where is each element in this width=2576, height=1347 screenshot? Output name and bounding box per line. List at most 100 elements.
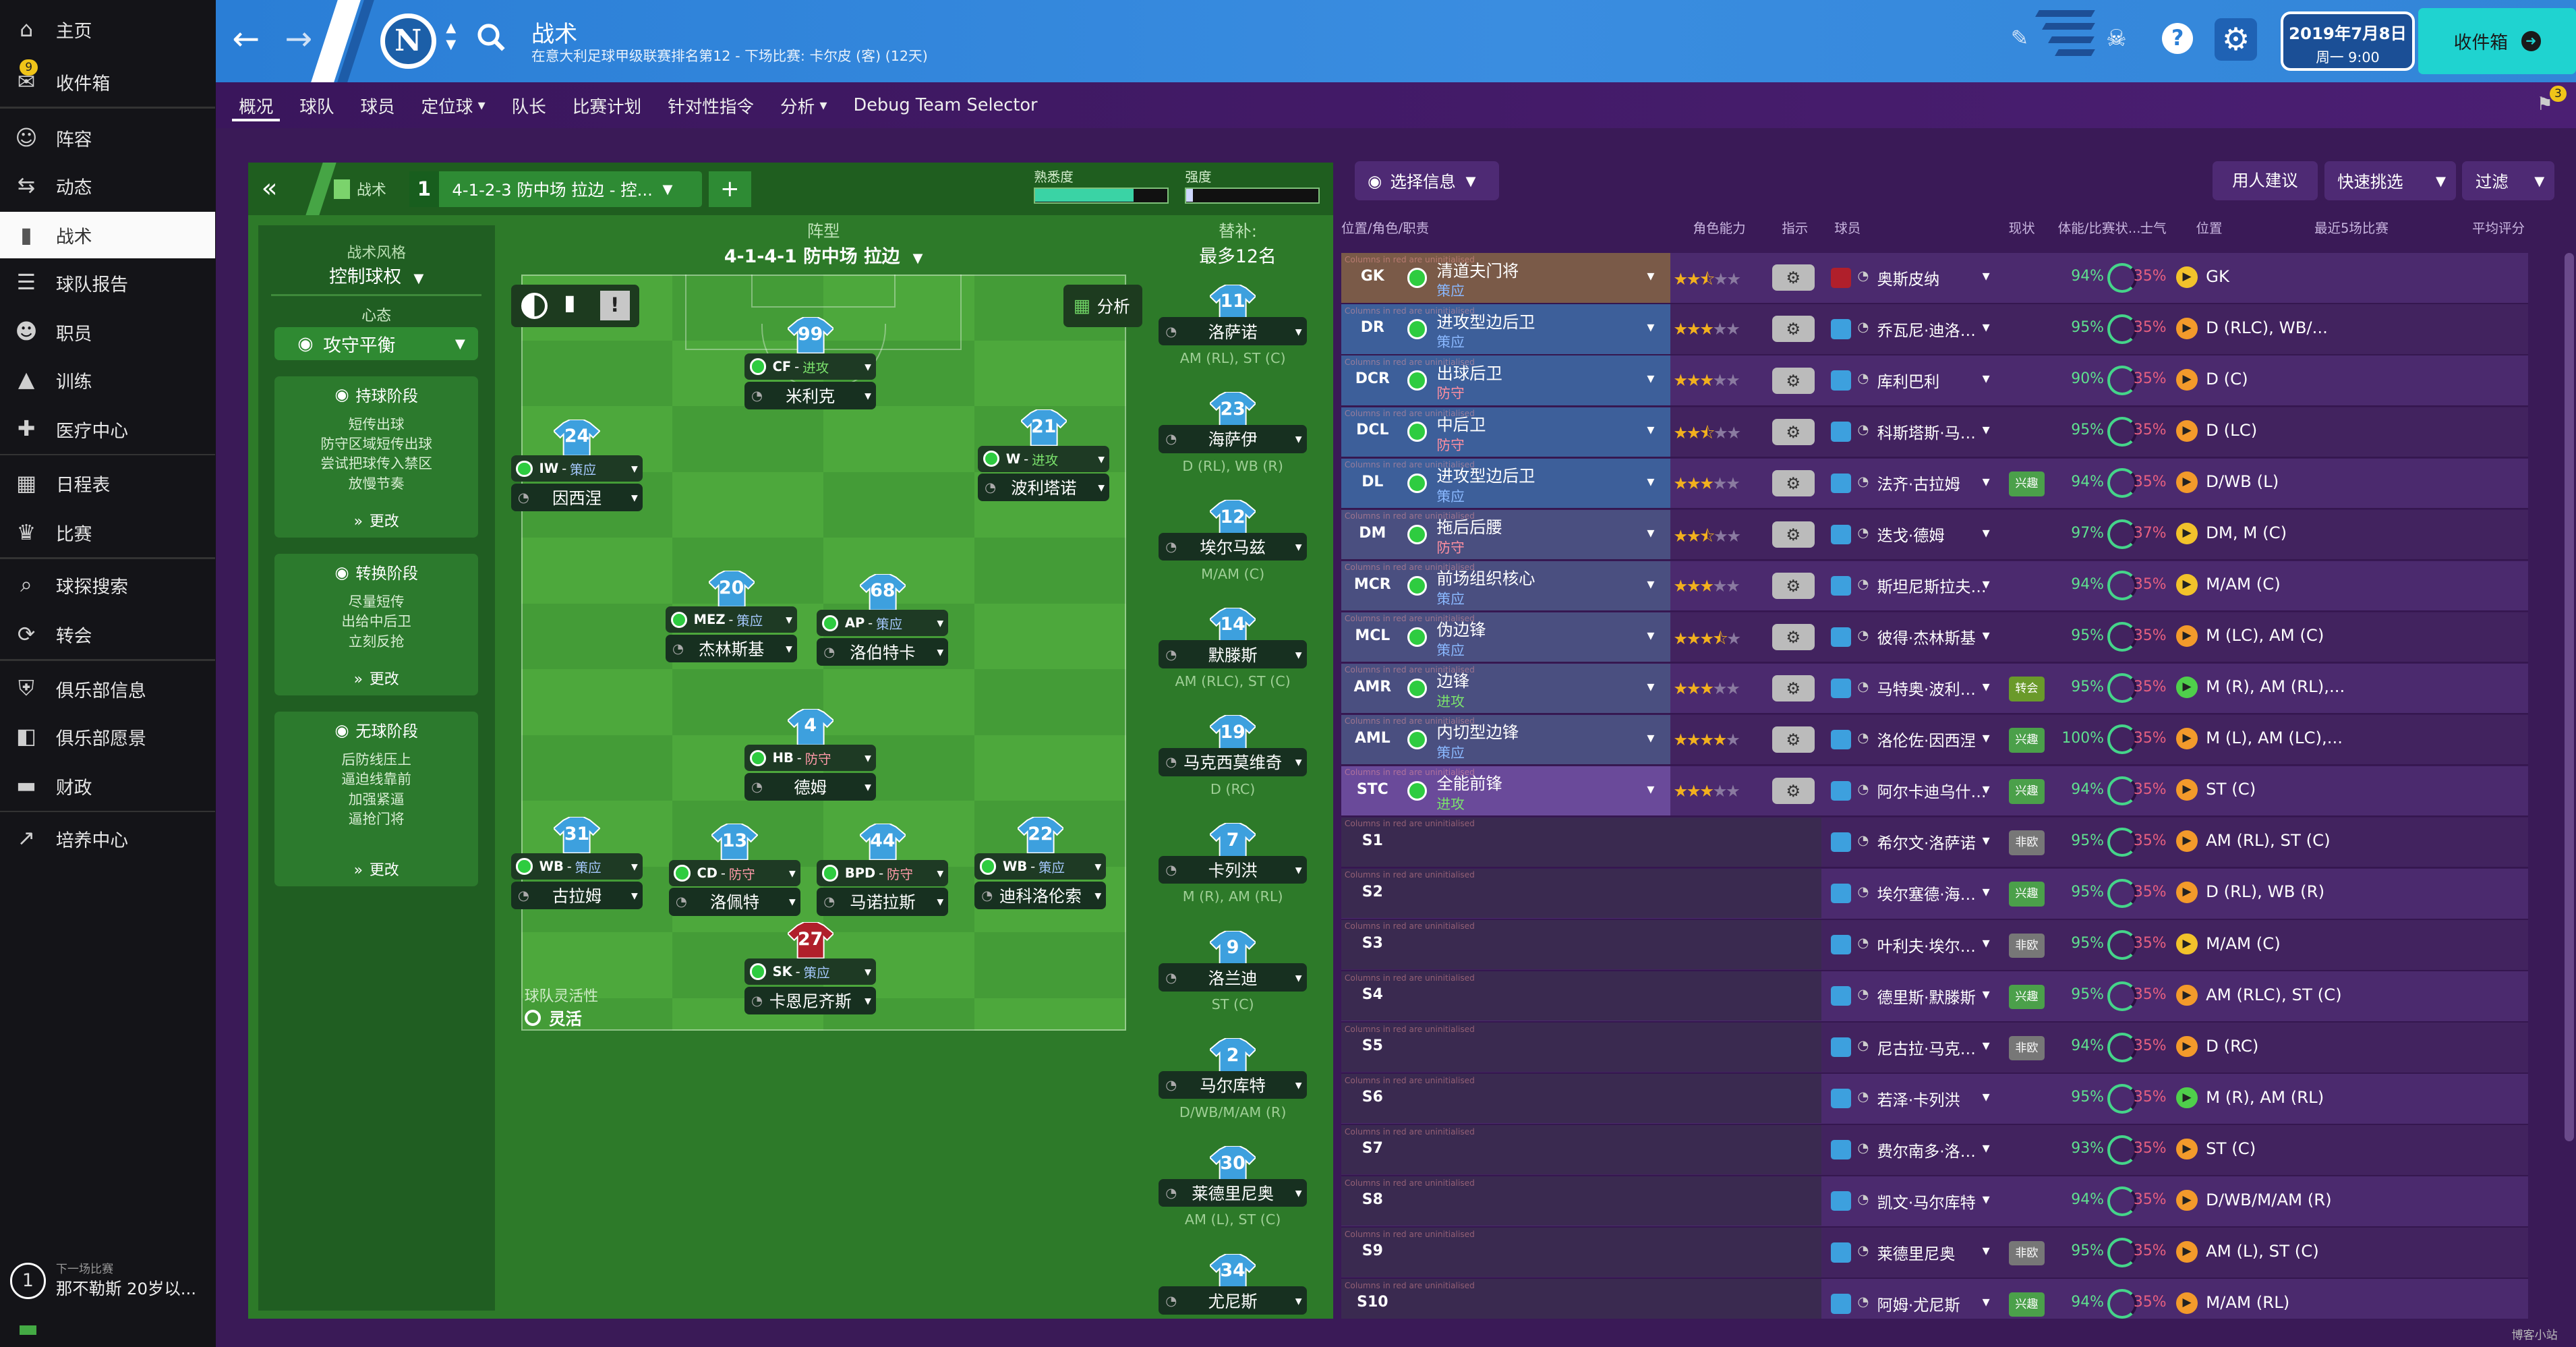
tactic-selector[interactable]: 1 4-1-2-3 防中场 拉边 - 控... ▼ xyxy=(409,171,702,208)
player-name[interactable]: ◔ 洛伯特卡 ▾ xyxy=(817,637,949,666)
tab-2[interactable]: 球员 xyxy=(351,82,405,128)
column-header-0[interactable]: 位置/角色/职责 xyxy=(1341,220,1430,236)
analysis-button[interactable]: ▦ 分析 xyxy=(1063,284,1143,328)
sub-player[interactable]: 11 ◔ 洛萨诺 ▾ AM (RL), ST (C) xyxy=(1159,283,1307,377)
style-dropdown[interactable]: 控制球权 ▼ xyxy=(258,262,495,288)
table-row[interactable]: Columns in red are uninitialised S1 ◔ 希尔文·洛… xyxy=(1341,817,2528,869)
instructions-icon[interactable]: ⚙ xyxy=(1772,675,1815,701)
pitch-player-cf[interactable]: 99 CF - 进攻 ▾ ◔ 米利克 ▾ xyxy=(744,316,877,412)
pitch-player-sk[interactable]: 27 SK - 策应 ▾ ◔ 卡恩尼齐斯 ▾ xyxy=(744,921,877,1017)
instructions-icon[interactable]: ⚙ xyxy=(1772,777,1815,804)
sidebar-item-tactics[interactable]: ▮ 战术 xyxy=(0,212,216,258)
tab-0[interactable]: 概况 xyxy=(229,82,283,128)
sidebar-item-home[interactable]: ⌂ 主页 xyxy=(0,7,215,53)
sub-name[interactable]: ◔ 默滕斯 ▾ xyxy=(1159,640,1307,668)
sub-name[interactable]: ◔ 洛兰迪 ▾ xyxy=(1159,963,1307,992)
position-cell[interactable]: Columns in red are uninitialised STC 全能前锋进… xyxy=(1341,766,1670,815)
tactic-tab[interactable]: 战术 xyxy=(333,173,386,206)
position-cell[interactable]: Columns in red are uninitialised GK 清道夫门将策… xyxy=(1341,253,1670,303)
player-name[interactable]: ◔ 马诺拉斯 ▾ xyxy=(817,888,949,916)
sidebar-item-finance[interactable]: ▬ 财政 xyxy=(0,763,215,809)
table-row[interactable]: Columns in red are uninitialised DL 进攻型边后卫… xyxy=(1341,458,2528,510)
position-cell[interactable]: Columns in red are uninitialised S3 xyxy=(1341,920,1670,970)
role-selector[interactable]: MEZ - 策应 ▾ xyxy=(666,606,798,633)
pitch-player-hb[interactable]: 4 HB - 防守 ▾ ◔ 德姆 ▾ xyxy=(744,708,877,804)
player-name[interactable]: ◔ 因西涅 ▾ xyxy=(511,483,643,512)
column-header-8[interactable]: 最近5场比赛 xyxy=(2314,220,2389,236)
instructions-icon[interactable]: ⚙ xyxy=(1772,367,1815,394)
fluidity-indicator[interactable]: 灵活 xyxy=(524,1006,582,1030)
player-name[interactable]: 叶利夫·埃尔马兹 xyxy=(1877,938,1989,956)
add-tactic-button[interactable]: + xyxy=(708,171,751,208)
player-name[interactable]: 埃尔塞德·海萨伊 xyxy=(1877,886,1989,905)
table-row[interactable]: Columns in red are uninitialised S5 ◔ 尼古拉·马… xyxy=(1341,1023,2528,1074)
table-row[interactable]: Columns in red are uninitialised GK 清道夫门将策… xyxy=(1341,253,2528,304)
sidebar-item-vision[interactable]: ◧ 俱乐部愿景 xyxy=(0,714,215,760)
tab-4[interactable]: 队长 xyxy=(502,82,556,128)
selection-info-button[interactable]: ◉ 选择信息 ▼ xyxy=(1354,161,1499,201)
quick-pick-button[interactable]: 快速挑选 ▼ xyxy=(2324,161,2456,201)
sub-name[interactable]: ◔ 洛萨诺 ▾ xyxy=(1159,317,1307,345)
tab-3[interactable]: 定位球 ▾ xyxy=(411,82,495,128)
sub-player[interactable]: 2 ◔ 马尔库特 ▾ D/WB/M/AM (R) xyxy=(1159,1037,1307,1130)
pitch-player-w[interactable]: 21 W - 进攻 ▾ ◔ 波利塔诺 ▾ xyxy=(978,408,1110,505)
player-name[interactable]: 马特奥·波利塔诺 xyxy=(1877,681,1989,699)
sub-player[interactable]: 30 ◔ 莱德里尼奥 ▾ AM (L), ST (C) xyxy=(1159,1145,1307,1238)
player-name[interactable]: ◔ 古拉姆 ▾ xyxy=(511,881,643,909)
sub-player[interactable]: 12 ◔ 埃尔马兹 ▾ M/AM (C) xyxy=(1159,499,1307,592)
sub-name[interactable]: ◔ 尤尼斯 ▾ xyxy=(1159,1286,1307,1315)
table-row[interactable]: Columns in red are uninitialised S6 ◔ 若泽·卡列… xyxy=(1341,1074,2528,1125)
role-selector[interactable]: IW - 策应 ▾ xyxy=(511,455,643,482)
role-selector[interactable]: CF - 进攻 ▾ xyxy=(744,353,877,380)
role-selector[interactable]: WB - 策应 ▾ xyxy=(511,853,643,880)
tab-1[interactable]: 球队 xyxy=(290,82,344,128)
player-name[interactable]: 乔瓦尼·迪洛伦佐 xyxy=(1877,322,1989,340)
search-icon[interactable] xyxy=(475,22,508,55)
column-header-9[interactable]: 平均评分 xyxy=(2472,220,2525,236)
club-badge-icon[interactable]: N xyxy=(380,13,436,69)
scrollbar-thumb[interactable] xyxy=(2564,253,2575,1141)
player-name[interactable]: ◔ 迪科洛伦索 ▾ xyxy=(974,881,1107,909)
position-cell[interactable]: Columns in red are uninitialised S6 xyxy=(1341,1074,1670,1124)
instructions-icon[interactable]: ⚙ xyxy=(1772,418,1815,445)
table-row[interactable]: Columns in red are uninitialised S8 ◔ 凯文·马尔… xyxy=(1341,1176,2528,1228)
player-name[interactable]: 希尔文·洛萨诺 xyxy=(1877,835,1976,853)
player-name[interactable]: 斯坦尼斯拉夫·洛博特卡 xyxy=(1877,579,1989,597)
column-header-5[interactable]: 体能/比赛状... xyxy=(2057,220,2141,236)
player-name[interactable]: 法齐·古拉姆 xyxy=(1877,476,1960,494)
bar-chart-icon[interactable]: ▮ xyxy=(564,291,576,316)
instructions-icon[interactable]: ⚙ xyxy=(1772,264,1815,291)
player-name[interactable]: 德里斯·默滕斯 xyxy=(1877,989,1976,1007)
sub-player[interactable]: 19 ◔ 马克西莫维奇 ▾ D (RC) xyxy=(1159,714,1307,807)
player-name[interactable]: ◔ 洛佩特 ▾ xyxy=(669,888,801,916)
table-row[interactable]: Columns in red are uninitialised DCL 中后卫 防守… xyxy=(1341,407,2528,459)
player-name[interactable]: ◔ 杰林斯基 ▾ xyxy=(666,634,798,663)
position-cell[interactable]: Columns in red are uninitialised DL 进攻型边后卫… xyxy=(1341,458,1670,508)
pitch-player-bpd[interactable]: 44 BPD - 防守 ▾ ◔ 马诺拉斯 ▾ xyxy=(817,823,949,919)
edit-icon[interactable]: ✎ xyxy=(2010,26,2029,51)
help-icon[interactable]: ? xyxy=(2162,23,2194,55)
contrast-icon[interactable] xyxy=(521,292,548,319)
settings-gear-icon[interactable]: ⚙ xyxy=(2215,18,2258,61)
position-cell[interactable]: Columns in red are uninitialised S1 xyxy=(1341,817,1670,867)
back-button[interactable]: ← xyxy=(232,20,260,58)
player-name[interactable]: ◔ 米利克 ▾ xyxy=(744,381,877,409)
next-match[interactable]: 1 下一场比赛 那不勒斯 20岁以... xyxy=(0,1250,215,1316)
instructions-icon[interactable]: ⚙ xyxy=(1772,469,1815,496)
sidebar-item-inbox[interactable]: ✉ 9 收件箱 xyxy=(0,59,215,105)
forward-button[interactable]: → xyxy=(285,20,313,58)
instructions-icon[interactable]: ⚙ xyxy=(1772,726,1815,753)
player-name[interactable]: ◔ 德姆 ▾ xyxy=(744,772,877,801)
table-row[interactable]: Columns in red are uninitialised S7 ◔ 费尔南多·… xyxy=(1341,1125,2528,1176)
pitch-player-cd[interactable]: 13 CD - 防守 ▾ ◔ 洛佩特 ▾ xyxy=(669,823,801,919)
position-cell[interactable]: Columns in red are uninitialised AMR 边锋 进攻 ▾ xyxy=(1341,663,1670,713)
player-name[interactable]: 奥斯皮纳 xyxy=(1877,270,1940,289)
role-selector[interactable]: SK - 策应 ▾ xyxy=(744,958,877,985)
table-row[interactable]: Columns in red are uninitialised MCL 伪边锋 策应… xyxy=(1341,612,2528,664)
sub-player[interactable]: 14 ◔ 默滕斯 ▾ AM (RLC), ST (C) xyxy=(1159,606,1307,700)
date-box[interactable]: 2019年7月8日 周一 9:00 xyxy=(2280,11,2416,71)
sidebar-item-report[interactable]: ☰ 球队报告 xyxy=(0,260,215,306)
sub-name[interactable]: ◔ 海萨伊 ▾ xyxy=(1159,425,1307,453)
column-header-1[interactable]: 角色能力 xyxy=(1693,220,1746,236)
position-cell[interactable]: Columns in red are uninitialised S4 xyxy=(1341,971,1670,1021)
